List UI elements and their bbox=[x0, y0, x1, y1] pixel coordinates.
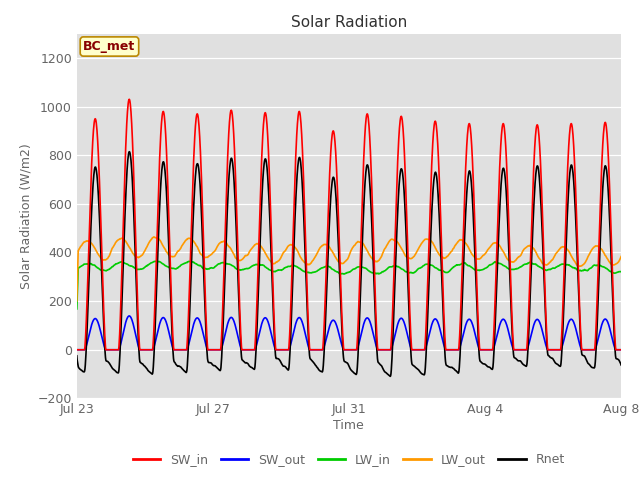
LW_out bbox=[150, 234, 158, 240]
Rnet bbox=[125, 149, 133, 155]
SW_out bbox=[168, 343, 176, 348]
LW_out bbox=[89, 242, 97, 248]
LW_in bbox=[524, 261, 531, 266]
Y-axis label: Solar Radiation (W/m2): Solar Radiation (W/m2) bbox=[19, 143, 32, 289]
Rnet bbox=[383, 371, 391, 377]
SW_in bbox=[524, 333, 531, 339]
SW_out bbox=[125, 313, 133, 319]
LW_in bbox=[202, 266, 209, 272]
SW_out bbox=[89, 319, 97, 324]
Line: SW_in: SW_in bbox=[77, 99, 640, 350]
Line: LW_out: LW_out bbox=[77, 237, 640, 301]
X-axis label: Time: Time bbox=[333, 419, 364, 432]
SW_in bbox=[202, 296, 209, 302]
Line: SW_out: SW_out bbox=[77, 316, 640, 350]
SW_in bbox=[218, 332, 225, 338]
SW_in bbox=[89, 138, 97, 144]
Rnet bbox=[218, 355, 225, 360]
LW_in bbox=[383, 266, 391, 272]
LW_in bbox=[168, 265, 176, 271]
Rnet bbox=[168, 331, 176, 337]
SW_in bbox=[73, 347, 81, 353]
LW_out bbox=[202, 254, 209, 260]
Rnet bbox=[524, 346, 532, 351]
LW_in bbox=[89, 262, 97, 268]
Text: BC_met: BC_met bbox=[83, 40, 136, 53]
SW_out bbox=[524, 345, 531, 351]
Line: LW_in: LW_in bbox=[77, 261, 640, 309]
Rnet bbox=[202, 314, 209, 320]
LW_out bbox=[168, 253, 176, 259]
SW_out bbox=[383, 347, 391, 353]
Rnet bbox=[89, 187, 97, 192]
LW_in bbox=[73, 306, 81, 312]
SW_out bbox=[202, 340, 209, 346]
LW_in bbox=[152, 258, 159, 264]
Title: Solar Radiation: Solar Radiation bbox=[291, 15, 407, 30]
Rnet bbox=[387, 373, 394, 379]
LW_out bbox=[218, 239, 225, 245]
SW_out bbox=[218, 345, 225, 350]
Legend: SW_in, SW_out, LW_in, LW_out, Rnet: SW_in, SW_out, LW_in, LW_out, Rnet bbox=[127, 448, 570, 471]
Line: Rnet: Rnet bbox=[77, 152, 640, 376]
SW_in bbox=[383, 347, 391, 353]
LW_out bbox=[73, 298, 81, 304]
SW_out bbox=[73, 347, 81, 353]
SW_in bbox=[168, 315, 176, 321]
SW_in bbox=[125, 96, 133, 102]
LW_in bbox=[218, 260, 225, 266]
Rnet bbox=[73, 353, 81, 359]
LW_out bbox=[524, 243, 531, 249]
LW_out bbox=[383, 241, 391, 247]
